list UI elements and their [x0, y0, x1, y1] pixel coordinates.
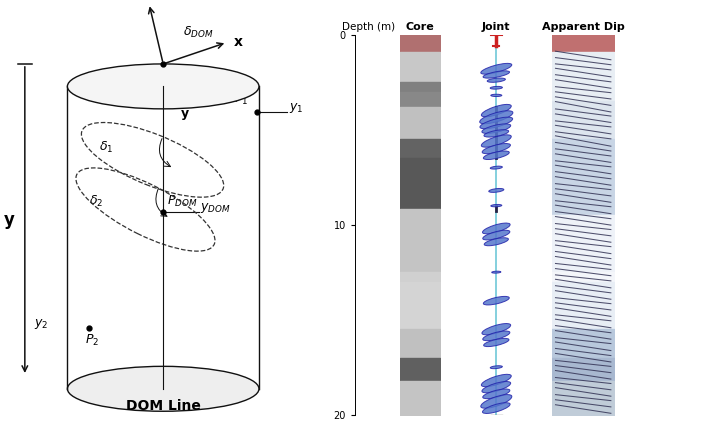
Ellipse shape — [492, 271, 501, 273]
Ellipse shape — [490, 166, 502, 169]
Ellipse shape — [491, 204, 502, 207]
Ellipse shape — [484, 296, 509, 305]
Text: $\delta_{DOM}$: $\delta_{DOM}$ — [182, 25, 214, 40]
Text: $y_1$: $y_1$ — [289, 101, 303, 115]
Ellipse shape — [67, 366, 259, 411]
Ellipse shape — [482, 324, 510, 335]
Text: $P_1$: $P_1$ — [234, 92, 248, 107]
Title: Apparent Dip: Apparent Dip — [542, 22, 625, 32]
Ellipse shape — [482, 403, 510, 413]
Ellipse shape — [484, 151, 509, 159]
Ellipse shape — [483, 389, 510, 399]
Title: Depth (m): Depth (m) — [342, 22, 395, 32]
Ellipse shape — [483, 230, 510, 240]
Ellipse shape — [490, 86, 502, 89]
Text: $P_2$: $P_2$ — [85, 333, 99, 347]
Ellipse shape — [482, 223, 510, 234]
Ellipse shape — [481, 394, 512, 408]
Text: x: x — [234, 35, 243, 49]
Ellipse shape — [480, 117, 513, 129]
Ellipse shape — [67, 64, 259, 109]
Ellipse shape — [482, 143, 510, 154]
Ellipse shape — [482, 124, 510, 133]
Text: $y_{DOM}$: $y_{DOM}$ — [201, 200, 231, 215]
Ellipse shape — [490, 366, 502, 368]
Title: Core: Core — [406, 22, 434, 32]
Text: DOM Line: DOM Line — [126, 400, 201, 413]
Ellipse shape — [481, 105, 511, 117]
Ellipse shape — [480, 111, 513, 124]
Ellipse shape — [483, 331, 510, 341]
Ellipse shape — [482, 381, 510, 393]
Ellipse shape — [481, 135, 511, 147]
Text: $\delta_1$: $\delta_1$ — [99, 140, 114, 155]
Ellipse shape — [481, 374, 511, 387]
Ellipse shape — [484, 238, 508, 246]
Ellipse shape — [481, 64, 512, 74]
Ellipse shape — [484, 338, 509, 346]
Ellipse shape — [491, 94, 502, 96]
Ellipse shape — [489, 188, 504, 192]
Ellipse shape — [487, 78, 505, 83]
Text: $P_{DOM}$: $P_{DOM}$ — [167, 194, 198, 209]
Ellipse shape — [484, 130, 509, 137]
Text: $y_2$: $y_2$ — [33, 317, 48, 331]
Title: Joint: Joint — [482, 22, 510, 32]
Text: y: y — [4, 211, 14, 229]
Text: y: y — [181, 107, 189, 120]
Ellipse shape — [483, 71, 510, 78]
Text: $\delta_2$: $\delta_2$ — [88, 194, 103, 209]
